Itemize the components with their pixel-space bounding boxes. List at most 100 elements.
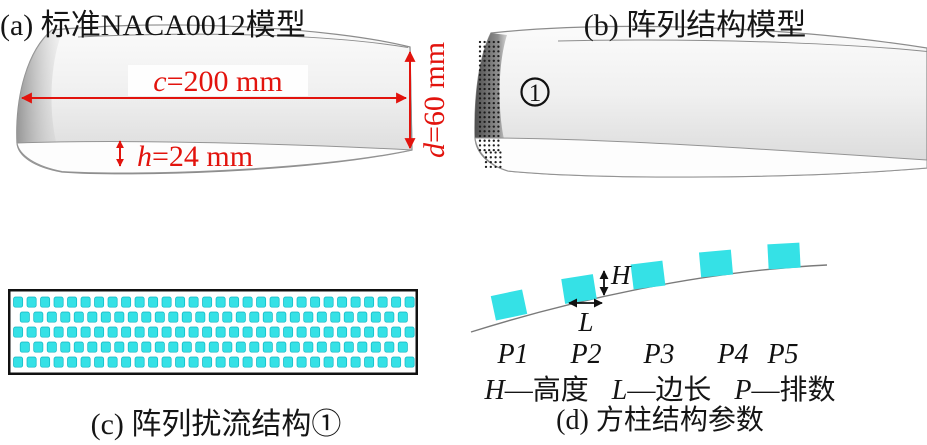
array-dot [492,40,495,44]
array-dot [478,73,482,77]
array-dot [497,64,500,67]
label-backing [128,65,308,96]
array-square [316,311,327,323]
array-square [134,326,145,338]
array-square [229,356,240,368]
array-dot [483,78,486,81]
array-square [148,326,159,338]
array-square [73,311,84,323]
array-dot [484,160,488,164]
array-dot [478,45,482,48]
array-square [296,296,307,308]
array-square [141,341,152,353]
array-dot [497,106,500,109]
column-square-1 [490,289,528,321]
array-dot [478,125,482,128]
array-square [269,296,280,308]
array-square [289,311,300,323]
array-square [181,341,192,353]
array-dot [497,125,500,128]
array-dot [478,144,482,147]
panel-c-caption: (c) 阵列扰流结构① [0,399,432,443]
array-square [107,326,118,338]
array-dot [483,120,486,124]
array-square [370,311,381,323]
array-dot [478,130,482,133]
array-square [121,356,132,368]
array-square [377,356,388,368]
array-square [370,341,381,353]
array-dot [492,69,495,72]
array-square [256,356,267,368]
array-square [168,311,179,323]
array-square [229,296,240,308]
array-square [222,341,233,353]
array-dot [497,101,500,105]
array-square [235,311,246,323]
array-dot [492,134,495,138]
array-dot [478,120,482,124]
legend-desc-h: —高度 [504,375,589,406]
array-dot [488,40,491,44]
array-square [181,311,192,323]
array-square [175,296,186,308]
array-square [100,311,111,323]
array-dot [483,69,486,72]
array-dot [492,111,495,114]
array-square [202,296,213,308]
column-square-4 [698,249,734,278]
array-dot [497,130,500,133]
array-square [80,326,91,338]
array-square [148,296,159,308]
side-length-label: L [577,307,593,337]
array-square [87,341,98,353]
array-square [46,341,57,353]
array-square [161,326,172,338]
array-dot [483,73,486,77]
array-square [195,311,206,323]
array-dot [489,156,492,159]
array-dot [494,165,497,169]
array-square [195,341,206,353]
array-square [215,326,226,338]
array-square [364,356,375,368]
array-dot [492,45,495,48]
array-square [343,311,354,323]
array-square [337,356,348,368]
array-square [404,326,415,338]
array-dot [488,125,491,128]
array-square [107,296,118,308]
array-dot [488,101,491,105]
top-surface-edge [557,39,927,52]
array-plate-border [8,289,418,375]
array-dot [483,87,486,91]
array-dot [483,97,486,100]
array-dot [483,40,486,44]
array-square [323,356,334,368]
array-square [148,356,159,368]
array-square [114,311,125,323]
panel-c-caption-text: (c) 阵列扰流结构① [90,408,342,441]
array-dot [488,59,491,62]
array-dot [483,92,486,95]
array-dot [492,97,495,100]
array-square [337,326,348,338]
array-dot [497,148,500,152]
array-square [175,356,186,368]
array-square [377,326,388,338]
array-square [404,356,415,368]
array-square [276,341,287,353]
array-square [377,296,388,308]
array-dot [489,160,492,164]
array-dot [497,50,500,53]
panel-a-caption: (a) 标准NACA0012模型 [0,0,306,44]
array-square [121,326,132,338]
array-dot [499,151,502,154]
array-dot [488,87,491,91]
array-dot [478,59,482,62]
panel-c-figure [8,289,418,375]
array-square [391,296,402,308]
array-dot [497,59,500,62]
array-square [350,296,361,308]
